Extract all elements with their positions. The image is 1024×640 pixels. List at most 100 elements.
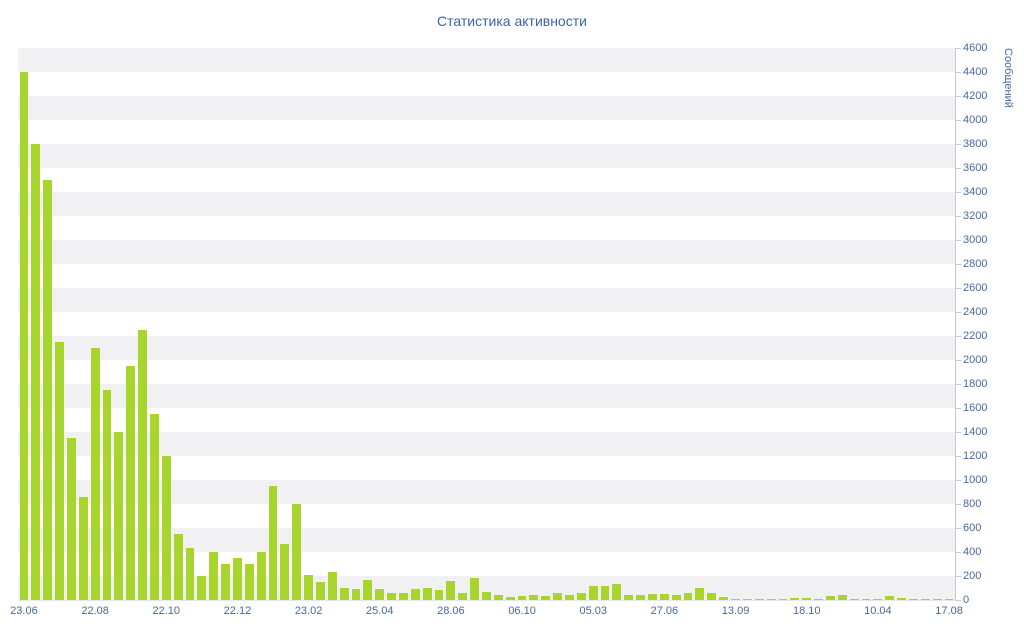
y-tick-mark xyxy=(956,264,961,265)
grid-band xyxy=(18,408,955,432)
bar xyxy=(482,591,491,600)
bar xyxy=(897,597,906,600)
grid-band xyxy=(18,240,955,264)
bar xyxy=(731,598,740,600)
bar xyxy=(232,558,242,600)
y-tick-label: 2000 xyxy=(963,354,988,366)
bar xyxy=(517,596,527,600)
x-tick-label: 22.08 xyxy=(81,605,109,617)
bar xyxy=(138,330,147,600)
y-tick-label: 3800 xyxy=(963,138,988,150)
grid-band xyxy=(18,288,955,312)
grid-band xyxy=(18,120,955,144)
bar xyxy=(778,598,788,600)
y-tick-mark xyxy=(956,480,961,481)
y-tick-mark xyxy=(956,312,961,313)
bar xyxy=(849,598,859,600)
y-tick-mark xyxy=(956,288,961,289)
bar xyxy=(707,592,717,600)
bar xyxy=(446,580,456,600)
bar xyxy=(671,595,681,600)
bar xyxy=(434,590,444,600)
bar xyxy=(553,593,563,600)
y-tick-label: 3600 xyxy=(963,162,988,174)
bar xyxy=(529,595,539,600)
bar xyxy=(648,594,657,600)
y-tick-label: 800 xyxy=(963,498,982,510)
bar xyxy=(861,599,871,600)
y-tick-mark xyxy=(956,96,961,97)
bar xyxy=(209,552,219,600)
grid-band xyxy=(18,144,955,168)
y-tick-mark xyxy=(956,144,961,145)
bar xyxy=(576,592,586,600)
bar xyxy=(470,577,480,600)
x-tick-label: 10.04 xyxy=(864,605,892,617)
bar xyxy=(505,597,515,600)
x-tick-label: 13.09 xyxy=(721,605,750,617)
bar xyxy=(624,595,634,600)
y-tick-label: 4000 xyxy=(963,114,988,126)
y-tick-label: 3000 xyxy=(963,234,988,246)
bar xyxy=(837,595,847,600)
y-tick-label: 1600 xyxy=(963,402,988,414)
y-tick-mark xyxy=(956,408,961,409)
y-tick-mark xyxy=(956,240,961,241)
bar xyxy=(908,598,918,600)
grid-band xyxy=(18,360,955,384)
y-tick-label: 0 xyxy=(963,594,970,606)
bar xyxy=(173,534,183,600)
bar xyxy=(565,595,574,600)
y-tick-label: 3200 xyxy=(963,210,988,222)
bar xyxy=(802,597,812,600)
y-tick-label: 2400 xyxy=(963,306,988,318)
bar xyxy=(114,432,124,600)
y-tick-label: 4400 xyxy=(963,66,988,78)
grid-band xyxy=(18,96,955,120)
bar xyxy=(327,572,337,600)
y-tick-label: 2200 xyxy=(963,330,988,342)
bar xyxy=(315,582,325,600)
bar xyxy=(90,348,100,600)
bar xyxy=(387,593,396,600)
grid-band xyxy=(18,192,955,216)
x-tick-label: 28.06 xyxy=(437,605,465,617)
bar xyxy=(55,342,64,600)
y-tick-label: 1400 xyxy=(963,426,988,438)
bar xyxy=(742,599,752,600)
bar xyxy=(126,366,136,600)
y-tick-label: 200 xyxy=(963,570,982,582)
grid-band xyxy=(18,432,955,456)
y-tick-mark xyxy=(956,168,961,169)
y-tick-mark xyxy=(956,600,961,601)
bar xyxy=(197,576,207,600)
bar xyxy=(102,390,112,600)
x-tick-label: 06.10 xyxy=(508,605,536,617)
bar xyxy=(43,180,53,600)
y-tick-label: 400 xyxy=(963,546,982,558)
bar xyxy=(304,574,313,600)
bar xyxy=(825,596,835,600)
bar xyxy=(399,592,408,600)
y-tick-mark xyxy=(956,456,961,457)
y-tick-mark xyxy=(956,504,961,505)
bar xyxy=(873,599,883,600)
grid-stripes xyxy=(18,48,955,600)
grid-band xyxy=(18,456,955,480)
grid-band xyxy=(18,312,955,336)
plot-area xyxy=(18,48,956,601)
bar xyxy=(458,592,468,600)
bar xyxy=(292,504,302,600)
y-tick-label: 1800 xyxy=(963,378,988,390)
grid-band xyxy=(18,384,955,408)
x-tick-label: 25.04 xyxy=(365,605,394,617)
bar xyxy=(932,599,942,600)
bar xyxy=(600,586,610,600)
x-tick-label: 22.10 xyxy=(152,605,181,617)
y-tick-mark xyxy=(956,48,961,49)
y-tick-mark xyxy=(956,552,961,553)
bar xyxy=(636,595,646,600)
grid-band xyxy=(18,336,955,360)
bar xyxy=(944,599,954,600)
